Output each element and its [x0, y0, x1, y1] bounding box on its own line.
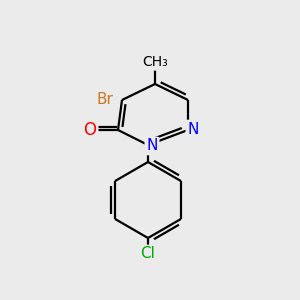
Text: CH₃: CH₃: [142, 55, 168, 69]
Text: N: N: [187, 122, 199, 136]
Text: Cl: Cl: [141, 247, 155, 262]
Text: N: N: [146, 139, 158, 154]
Text: O: O: [83, 121, 97, 139]
Text: Br: Br: [97, 92, 113, 106]
